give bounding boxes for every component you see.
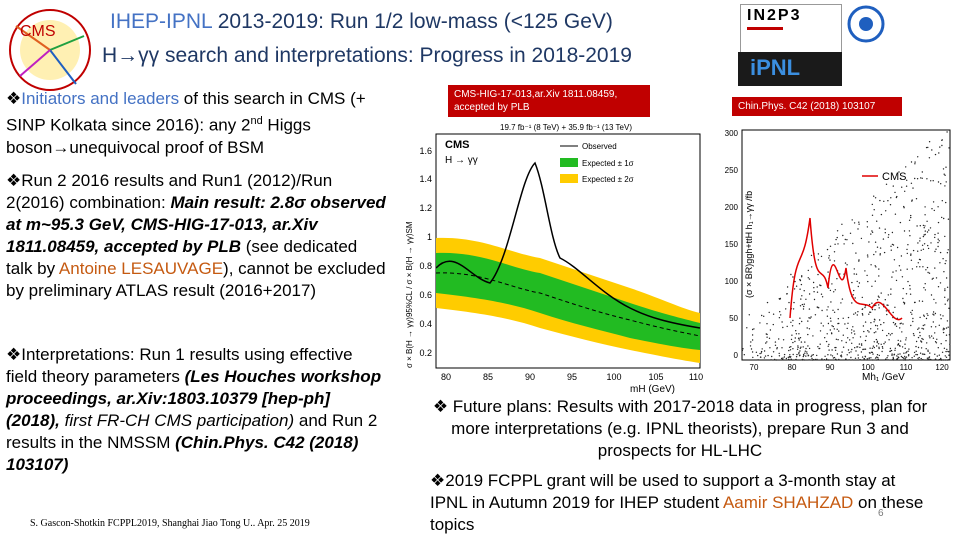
bullet-diamond-icon: ❖ <box>6 345 22 364</box>
plot2-xtick: 80 <box>788 363 797 372</box>
plot1-legend-2sigma: Expected ± 2σ <box>582 175 634 184</box>
bullet-interpretations: ❖Interpretations: Run 1 results using ef… <box>6 344 388 476</box>
plot2-ylabel: (σ × BR)ggh+ttH h₁→γγ /fb <box>744 191 754 298</box>
plot2-xtick: 110 <box>900 363 913 372</box>
bullet-run2-results: ❖Run 2 2016 results and Run1 (2012)/Run … <box>6 170 388 302</box>
bullet3-lesHouches: (Les Houches workshop proceedings, ar.Xi… <box>6 367 382 430</box>
bullet-fcppl-grant: ❖2019 FCPPL grant will be used to suppor… <box>430 470 930 536</box>
bullet5-text: 2019 FCPPL grant will be used to support… <box>430 471 896 512</box>
plot1-legend-observed: Observed <box>582 142 617 151</box>
ipnl-logo-text: iPNL <box>750 55 801 80</box>
plot1-cms-label: CMS <box>445 139 469 151</box>
bullet3-text2: and Run 2 results in the NMSSM <box>6 411 378 452</box>
plot1-xtick: 110 <box>689 372 703 382</box>
plot1-channel: H → γγ <box>445 155 478 166</box>
page-title-line2: H→γγ search and interpretations: Progres… <box>102 44 632 67</box>
bullet-diamond-icon: ❖ <box>6 89 22 108</box>
plot2-ytick: 200 <box>725 203 739 212</box>
in2p3-logo-text: IN2P3 <box>747 7 802 24</box>
bullet1-highlight: Initiators and leaders <box>21 89 180 108</box>
plot1-ytick: 0.8 <box>419 261 432 271</box>
bullet2-text2: (see dedicated talk by <box>6 237 358 278</box>
plot1-xtick: 85 <box>483 372 493 382</box>
tag-chinphys: Chin.Phys. C42 (2018) 103107 <box>732 97 902 116</box>
plot1-xtick: 95 <box>567 372 577 382</box>
bullet1-sup: nd <box>250 115 263 127</box>
bullet2-main-result: Main result: 2.8σ observed at m~95.3 GeV… <box>6 193 386 256</box>
tag-cms-hig: CMS-HIG-17-013,ar.Xiv 1811.08459, accept… <box>448 85 650 117</box>
plot1-xlabel: mH (GeV) <box>630 384 675 395</box>
plot1-xtick: 105 <box>648 372 663 382</box>
bullet-future-plans: ❖ Future plans: Results with 2017-2018 d… <box>430 396 930 462</box>
plot2-xlabel: Mh₁ /GeV <box>862 372 905 383</box>
in2p3-logo: IN2P3 <box>740 4 842 54</box>
cms-logo-text: CMS <box>20 23 56 40</box>
plot1-ylabel: σ × B(H → γγ)95%CL / σ × B(H → γγ)SM <box>405 221 414 368</box>
bullet-initiators: ❖Initiators and leaders of this search i… <box>6 88 386 159</box>
plot1-ytick: 1 <box>427 232 432 242</box>
plot2-legend-cms: CMS <box>882 171 906 183</box>
plot1-ytick: 1.4 <box>419 174 432 184</box>
bullet3-chinphys: (Chin.Phys. C42 (2018) 103107) <box>6 433 359 474</box>
plot1-xtick: 90 <box>525 372 535 382</box>
bullet-diamond-icon: ❖ <box>6 171 22 190</box>
plot2-xtick: 90 <box>826 363 835 372</box>
plot1-ytick: 1.6 <box>419 146 432 156</box>
bullet5-text2: on these topics <box>430 493 924 534</box>
plot2-ytick: 100 <box>725 277 739 286</box>
plot1-xtick: 100 <box>606 372 621 382</box>
plot2-ytick: 250 <box>725 166 739 175</box>
plot-cms-limit: CMS H → γγ 19.7 fb⁻¹ (8 TeV) + 35.9 fb⁻¹… <box>400 118 712 396</box>
plot-nmssm: CMS 300 250 200 150 100 50 0 70 80 90 10… <box>712 118 956 384</box>
bullet-diamond-icon: ❖ <box>432 397 449 416</box>
bullet4-text: Future plans: Results with 2017-2018 dat… <box>448 397 928 460</box>
plot1-xtick: 80 <box>441 372 451 382</box>
title-prefix: IHEP-IPNL <box>110 10 212 33</box>
bullet2-text: Run 2 2016 results and Run1 (2012)/Run 2… <box>6 171 333 212</box>
plot1-lumi: 19.7 fb⁻¹ (8 TeV) + 35.9 fb⁻¹ (13 TeV) <box>500 123 632 132</box>
bullet3-text: Interpretations: Run 1 results using eff… <box>6 345 353 386</box>
page-title-line1: IHEP-IPNL 2013-2019: Run 1/2 low-mass (<… <box>110 10 613 34</box>
plot2-xtick: 70 <box>750 363 759 372</box>
plot1-ytick: 0.6 <box>419 290 432 300</box>
bullet5-student: Aamir SHAHZAD <box>722 493 854 512</box>
title-rest: 2013-2019: Run 1/2 low-mass (<125 GeV) <box>211 10 613 33</box>
plot2-ytick: 50 <box>729 314 738 323</box>
bullet2-speaker: Antoine LESAUVAGE <box>58 259 224 278</box>
ipnl-logo: iPNL <box>738 52 842 86</box>
plot1-legend-1sigma: Expected ± 1σ <box>582 159 634 168</box>
bullet1-text3: unequivocal proof of BSM <box>69 137 264 157</box>
plot1-ytick: 0.2 <box>419 348 432 358</box>
plot2-ytick: 300 <box>725 129 739 138</box>
plot2-ytick: 0 <box>734 351 739 360</box>
plot2-xtick: 100 <box>861 363 875 372</box>
cms-logo: CMS <box>6 6 94 94</box>
bullet2-text3: ), cannot be excluded by preliminary ATL… <box>6 259 386 300</box>
bullet-diamond-icon: ❖ <box>430 471 446 490</box>
arrow-icon: → <box>52 137 70 157</box>
ihep-logo <box>846 4 886 44</box>
footer-citation: S. Gascon-Shotkin FCPPL2019, Shanghai Ji… <box>30 518 310 529</box>
plot2-ytick: 150 <box>725 240 739 249</box>
bullet3-participation: first FR-CH CMS participation) <box>59 411 295 430</box>
scatter-points <box>741 131 951 361</box>
bullet1-text2: Higgs boson <box>6 115 311 157</box>
plot1-ytick: 1.2 <box>419 203 432 213</box>
bullet1-text: of this search in CMS (+ SINP Kolkata si… <box>6 89 366 135</box>
page-number: 6 <box>878 508 884 519</box>
plot1-ytick: 0.4 <box>419 319 432 329</box>
plot2-xtick: 120 <box>935 363 949 372</box>
